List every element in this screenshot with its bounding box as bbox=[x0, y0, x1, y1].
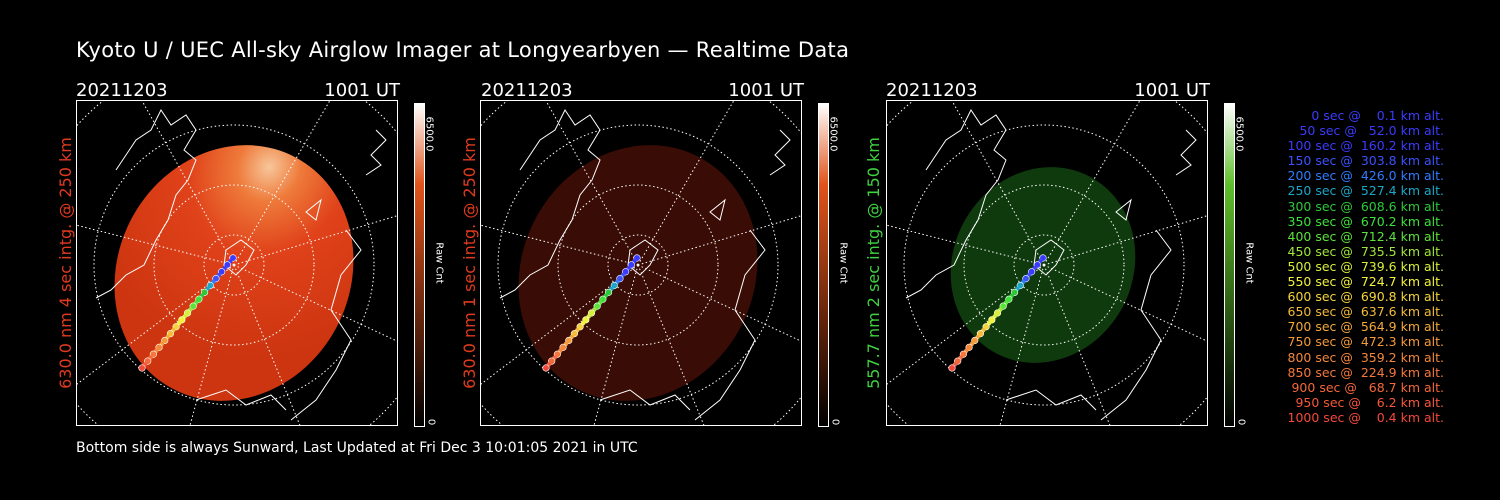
panel3-image bbox=[886, 100, 1208, 426]
footer-status: Bottom side is always Sunward, Last Upda… bbox=[76, 440, 638, 456]
panel1-cbar-min: 0 bbox=[425, 418, 437, 426]
panel1-ylabel: 630.0 nm 4 sec intg. @ 250 km bbox=[56, 137, 75, 389]
panel3-colorbar bbox=[1224, 103, 1235, 427]
panel2-cbar-unit: Raw Cnt bbox=[837, 242, 849, 284]
trajectory-point bbox=[542, 364, 550, 372]
panel1-coastline bbox=[95, 109, 387, 421]
legend-row: 1000 sec @ 0.4 km alt. bbox=[1287, 409, 1444, 425]
legend-row: 50 sec @ 52.0 km alt. bbox=[1299, 123, 1444, 139]
trajectory-point bbox=[138, 364, 146, 372]
panel1-cbar-max: 6500.0 bbox=[423, 116, 435, 152]
legend-row: 750 sec @ 472.3 km alt. bbox=[1287, 334, 1444, 350]
page-title: Kyoto U / UEC All-sky Airglow Imager at … bbox=[76, 38, 850, 62]
legend-row: 650 sec @ 637.6 km alt. bbox=[1287, 304, 1444, 320]
trajectory-point bbox=[948, 364, 956, 372]
panel1-frame bbox=[76, 100, 398, 426]
panel1-trajectory bbox=[138, 254, 237, 372]
panel3-cbar-min: 0 bbox=[1235, 418, 1247, 426]
panel2-colorbar bbox=[818, 103, 829, 427]
legend-row: 0 sec @ 0.1 km alt. bbox=[1311, 108, 1444, 123]
panel3-cbar-max: 6500.0 bbox=[1233, 116, 1245, 152]
panel3-cbar-unit: Raw Cnt bbox=[1243, 242, 1255, 284]
legend-row: 950 sec @ 6.2 km alt. bbox=[1295, 394, 1444, 410]
legend-row: 900 sec @ 68.7 km alt. bbox=[1291, 379, 1444, 395]
legend-row: 850 sec @ 224.9 km alt. bbox=[1287, 364, 1444, 380]
panel2-grid bbox=[480, 100, 802, 426]
legend-row: 350 sec @ 670.2 km alt. bbox=[1287, 213, 1444, 229]
panel1-image bbox=[76, 100, 398, 426]
panel3-map bbox=[886, 100, 1208, 426]
panel2-trajectory bbox=[542, 254, 641, 372]
legend-row: 450 sec @ 735.5 km alt. bbox=[1287, 243, 1444, 259]
panel1-date: 20211203 bbox=[76, 80, 168, 101]
panel1-grid bbox=[76, 100, 398, 426]
panel1-cbar-unit: Raw Cnt bbox=[433, 242, 445, 284]
panel3-frame bbox=[886, 100, 1208, 426]
legend-row: 100 sec @ 160.2 km alt. bbox=[1287, 138, 1444, 154]
legend-row: 800 sec @ 359.2 km alt. bbox=[1287, 349, 1444, 365]
legend-row: 550 sec @ 724.7 km alt. bbox=[1287, 274, 1444, 290]
panel3-trajectory bbox=[948, 254, 1047, 372]
panel1-map bbox=[76, 100, 398, 426]
trajectory-legend: 0 sec @ 0.1 km alt. 50 sec @ 52.0 km alt.… bbox=[1258, 108, 1444, 425]
legend-row: 400 sec @ 712.4 km alt. bbox=[1287, 228, 1444, 244]
panel2-frame bbox=[480, 100, 802, 426]
panel3-ylabel: 557.7 nm 2 sec intg. @ 150 km bbox=[864, 137, 883, 389]
panel1-time: 1001 UT bbox=[324, 80, 400, 101]
panel2-time: 1001 UT bbox=[728, 80, 804, 101]
panel2-map bbox=[480, 100, 802, 426]
panel2-image bbox=[480, 100, 802, 426]
panel2-cbar-min: 0 bbox=[829, 418, 841, 426]
panel3-time: 1001 UT bbox=[1134, 80, 1210, 101]
panel1-colorbar bbox=[414, 103, 425, 427]
legend-row: 700 sec @ 564.9 km alt. bbox=[1287, 319, 1444, 335]
legend-row: 150 sec @ 303.8 km alt. bbox=[1287, 153, 1444, 169]
panel2-cbar-max: 6500.0 bbox=[827, 116, 839, 152]
legend-row: 500 sec @ 739.6 km alt. bbox=[1287, 258, 1444, 274]
legend-row: 250 sec @ 527.4 km alt. bbox=[1287, 183, 1444, 199]
panel2-date: 20211203 bbox=[481, 80, 573, 101]
panel2-ylabel: 630.0 nm 1 sec intg. @ 250 km bbox=[460, 137, 479, 389]
panel3-date: 20211203 bbox=[886, 80, 978, 101]
legend-row: 300 sec @ 608.6 km alt. bbox=[1287, 198, 1444, 214]
panel3-grid bbox=[886, 100, 1208, 426]
legend-row: 200 sec @ 426.0 km alt. bbox=[1287, 168, 1444, 184]
legend-row: 600 sec @ 690.8 km alt. bbox=[1287, 289, 1444, 305]
